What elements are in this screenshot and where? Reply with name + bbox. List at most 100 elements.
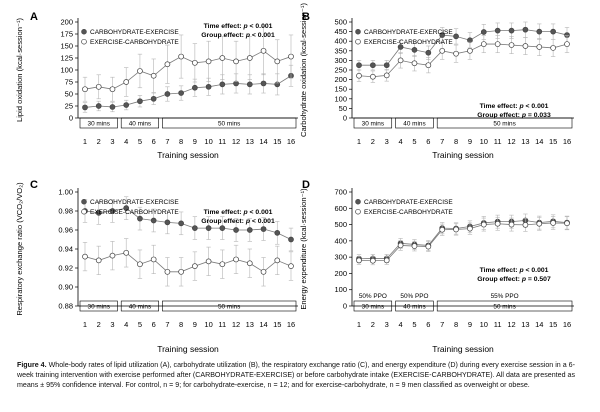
series-line	[358, 220, 568, 260]
data-point	[192, 84, 198, 91]
y-tick-label: 0.92	[58, 264, 73, 273]
legend-label: CARBOHYDRATE-EXERCISE	[364, 29, 453, 36]
stat-annotation: Group effect: p < 0.001	[201, 32, 275, 39]
data-point	[397, 44, 404, 50]
data-point	[150, 95, 157, 102]
data-point	[522, 26, 529, 33]
y-tick-label: 600	[334, 204, 347, 213]
duration-block	[79, 300, 118, 312]
data-point	[494, 27, 501, 34]
duration-block	[162, 300, 297, 312]
stat-annotation: Time effect: p < 0.001	[480, 267, 549, 274]
data-point	[260, 226, 267, 232]
x-tick-label: 16	[287, 137, 295, 146]
data-point	[274, 230, 281, 236]
data-point	[508, 221, 515, 228]
data-point	[95, 103, 102, 109]
duration-block-label: 30 mins	[88, 304, 110, 311]
y-axis-label: Energy expenditure (kcal·session⁻¹)	[299, 188, 308, 310]
data-point	[178, 90, 184, 96]
duration-block	[79, 117, 118, 129]
x-tick-label: 2	[97, 320, 101, 329]
x-tick-label: 11	[494, 320, 502, 329]
data-point	[536, 28, 543, 35]
duration-block-label: 50 mins	[493, 121, 515, 128]
x-tick-label: 2	[371, 320, 375, 329]
y-tick-label: 0.98	[58, 207, 73, 216]
x-tick-label: 1	[357, 320, 361, 329]
duration-block-label: 50 mins	[218, 304, 240, 311]
duration-block-label: 30 mins	[362, 121, 384, 128]
data-point	[233, 58, 239, 65]
data-point	[439, 226, 446, 233]
data-point	[383, 62, 390, 69]
x-axis-label: Training session	[432, 150, 494, 160]
data-point	[550, 28, 556, 35]
data-point	[480, 29, 487, 35]
legend-label: EXERCISE-CARBOHYDRATE	[364, 209, 453, 216]
x-tick-label: 15	[273, 320, 281, 329]
legend-marker	[355, 38, 361, 45]
data-point	[178, 53, 184, 60]
x-tick-label: 2	[371, 137, 375, 146]
y-tick-label: 0	[69, 114, 73, 123]
series-exercise-carbohydrate	[356, 35, 570, 83]
data-point	[439, 32, 446, 38]
figure-caption: Figure 4. Whole-body rates of lipid util…	[17, 360, 583, 391]
x-tick-label: 9	[193, 320, 197, 329]
legend-label: EXERCISE-CARBOHYDRATE	[364, 39, 453, 46]
x-tick-label: 4	[124, 320, 128, 329]
data-point	[219, 55, 226, 61]
data-point	[246, 260, 253, 267]
data-point	[178, 268, 184, 275]
x-tick-label: 10	[204, 320, 212, 329]
data-point	[82, 86, 88, 93]
data-point	[178, 220, 184, 227]
data-point	[109, 104, 116, 110]
data-point	[288, 263, 294, 269]
duration-block	[395, 300, 434, 312]
legend-label: CARBOHYDRATE-EXERCISE	[364, 199, 453, 206]
data-point	[564, 41, 570, 47]
data-point	[411, 243, 418, 249]
legend-marker	[355, 28, 361, 35]
data-point	[205, 225, 212, 231]
duration-block-label: 40 mins	[129, 304, 151, 311]
stat-annotation: Time effect: p < 0.001	[480, 103, 549, 110]
duration-block-label: 50 mins	[493, 304, 515, 311]
intensity-label: 55% PPO	[491, 293, 519, 300]
x-tick-label: 12	[507, 137, 515, 146]
duration-block	[353, 300, 393, 312]
data-point	[425, 243, 432, 250]
duration-block	[436, 300, 573, 312]
x-tick-label: 1	[83, 320, 87, 329]
series-line	[84, 75, 292, 108]
legend-label: EXERCISE-CARBOHYDRATE	[90, 209, 179, 216]
y-tick-label: 150	[334, 85, 347, 94]
x-tick-label: 6	[152, 137, 156, 146]
x-tick-label: 12	[232, 320, 240, 329]
y-tick-label: 0	[343, 114, 347, 123]
data-point	[550, 220, 556, 226]
data-point	[137, 68, 143, 74]
data-point	[467, 225, 473, 232]
data-point	[95, 83, 102, 90]
x-tick-label: 8	[179, 320, 183, 329]
duration-block-label: 50 mins	[218, 121, 240, 128]
data-point	[508, 27, 515, 34]
x-tick-label: 15	[549, 137, 557, 146]
x-axis-label: Training session	[432, 344, 494, 354]
legend-marker	[355, 198, 361, 205]
x-tick-label: 4	[124, 137, 128, 146]
data-point	[480, 221, 487, 228]
data-point	[356, 72, 362, 79]
y-tick-label: 175	[60, 30, 73, 39]
data-point	[233, 256, 239, 263]
x-tick-label: 10	[480, 137, 488, 146]
x-tick-label: 14	[535, 137, 543, 146]
y-tick-label: 500	[334, 220, 347, 229]
x-tick-label: 4	[399, 137, 403, 146]
data-point	[82, 104, 88, 111]
